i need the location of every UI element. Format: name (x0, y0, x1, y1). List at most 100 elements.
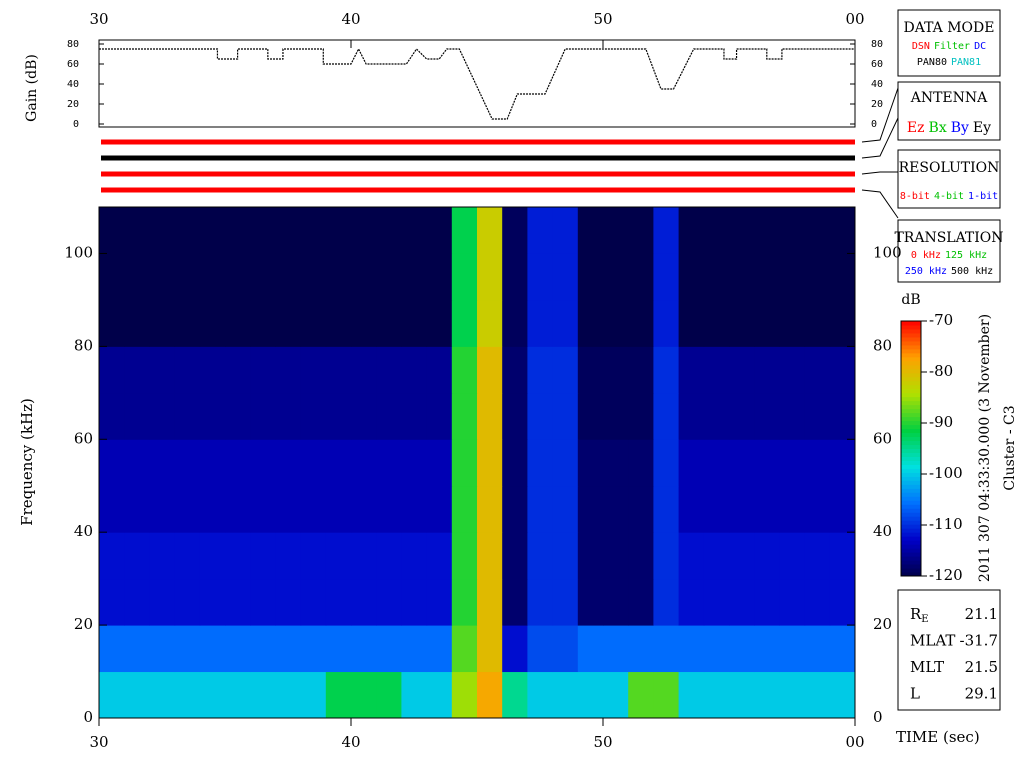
y-tick-label: 60 (873, 429, 892, 447)
heatmap-cell (502, 392, 528, 440)
colorbar-step (901, 356, 921, 362)
heatmap-cell (351, 625, 377, 673)
antenna-box (897, 81, 1001, 141)
legend-item: 500 kHz (951, 266, 993, 277)
heatmap-cell (376, 207, 402, 254)
heatmap-cell (703, 392, 730, 440)
colorbar-step (901, 400, 921, 406)
heatmap-cell (426, 439, 453, 487)
heatmap-cell (577, 207, 604, 254)
colorbar-step (901, 504, 921, 509)
colorbar-step (901, 384, 921, 390)
heatmap-cell (376, 253, 402, 301)
info-label: MLAT (910, 632, 955, 650)
heatmap-cell (250, 671, 276, 719)
heatmap-cell (729, 207, 755, 254)
heatmap-cell (225, 253, 251, 301)
heatmap-cell (99, 532, 125, 580)
heatmap-cell (225, 346, 251, 394)
heatmap-cell (275, 253, 302, 301)
heatmap-cell (678, 253, 705, 301)
heatmap-cell (829, 485, 856, 533)
heatmap-cell (477, 485, 503, 533)
heatmap-cell (275, 299, 302, 347)
heatmap-cell (376, 625, 402, 673)
heatmap-cell (729, 485, 755, 533)
heatmap-cell (527, 439, 554, 487)
translation-box (897, 219, 1001, 283)
colorbar-step (901, 524, 921, 529)
heatmap-cell (124, 207, 150, 254)
heatmap-cell (300, 253, 327, 301)
colorbar-step (901, 328, 921, 334)
colorbar-step (901, 336, 921, 342)
heatmap-cell (451, 625, 478, 673)
heatmap-cell (325, 346, 352, 394)
heatmap-cell (502, 439, 528, 487)
heatmap-cell (325, 532, 352, 580)
y-tick-label: 0 (83, 708, 93, 726)
colorbar-step (901, 432, 921, 438)
heatmap-cell (628, 439, 654, 487)
colorbar-step (901, 352, 921, 358)
date-label: 2011 307 04:33:30.000 (3 November) (977, 314, 993, 582)
heatmap-cell (174, 253, 201, 301)
heatmap-cell (477, 439, 503, 487)
colorbar-step (901, 392, 921, 398)
heatmap-cell (502, 671, 528, 719)
legend-item: By (951, 120, 969, 136)
x-axis-label: TIME (sec) (896, 728, 980, 746)
heatmap-cell (477, 346, 503, 394)
heatmap-cell (577, 485, 604, 533)
y-tick-label: 0 (871, 119, 877, 130)
heatmap-cell (502, 299, 528, 347)
colorbar-step (901, 396, 921, 402)
colorbar-step (901, 340, 921, 346)
heatmap-cell (754, 253, 780, 301)
heatmap-cell (477, 671, 503, 719)
heatmap-cell (401, 439, 428, 487)
legend-item: PAN81 (951, 57, 981, 68)
heatmap-cell (124, 299, 150, 347)
heatmap-cell (275, 207, 302, 254)
legend-item: Bx (929, 120, 947, 136)
y-tick-label: 40 (873, 522, 892, 540)
y-tick-label: 60 (871, 59, 883, 70)
heatmap-cell (577, 392, 604, 440)
box-title: TRANSLATION (894, 230, 1003, 246)
heatmap-cell (703, 625, 730, 673)
heatmap-cell (99, 253, 125, 301)
heatmap-cell (829, 578, 856, 626)
heatmap-cell (199, 346, 226, 394)
heatmap-cell (124, 625, 150, 673)
heatmap-cell (729, 346, 755, 394)
y-tick-label: 40 (871, 79, 883, 90)
info-label-sub: E (921, 614, 928, 625)
heatmap-cell (300, 346, 327, 394)
info-label-main: MLT (910, 658, 944, 676)
heatmap-cell (426, 485, 453, 533)
colorbar-step (901, 376, 921, 382)
heatmap-cell (628, 392, 654, 440)
heatmap-cell (577, 532, 604, 580)
heatmap-cell (401, 299, 428, 347)
colorbar-step (901, 364, 921, 370)
heatmap-cell (527, 346, 554, 394)
heatmap-cell (804, 671, 831, 719)
heatmap-cell (426, 532, 453, 580)
heatmap-cell (199, 253, 226, 301)
heatmap-cell (527, 532, 554, 580)
heatmap-cell (603, 485, 629, 533)
heatmap-cell (124, 346, 150, 394)
heatmap-cell (401, 625, 428, 673)
heatmap-cell (225, 625, 251, 673)
heatmap-cell (703, 532, 730, 580)
heatmap-cell (124, 485, 150, 533)
colorbar-tick-label: -80 (929, 362, 953, 380)
legend-line: 250 kHz 500 kHz (905, 266, 993, 277)
legend-item: 0 kHz (911, 250, 941, 261)
y-tick-label: 80 (873, 336, 892, 354)
colorbar-step (901, 512, 921, 517)
heatmap-cell (502, 625, 528, 673)
heatmap-cell (124, 671, 150, 719)
